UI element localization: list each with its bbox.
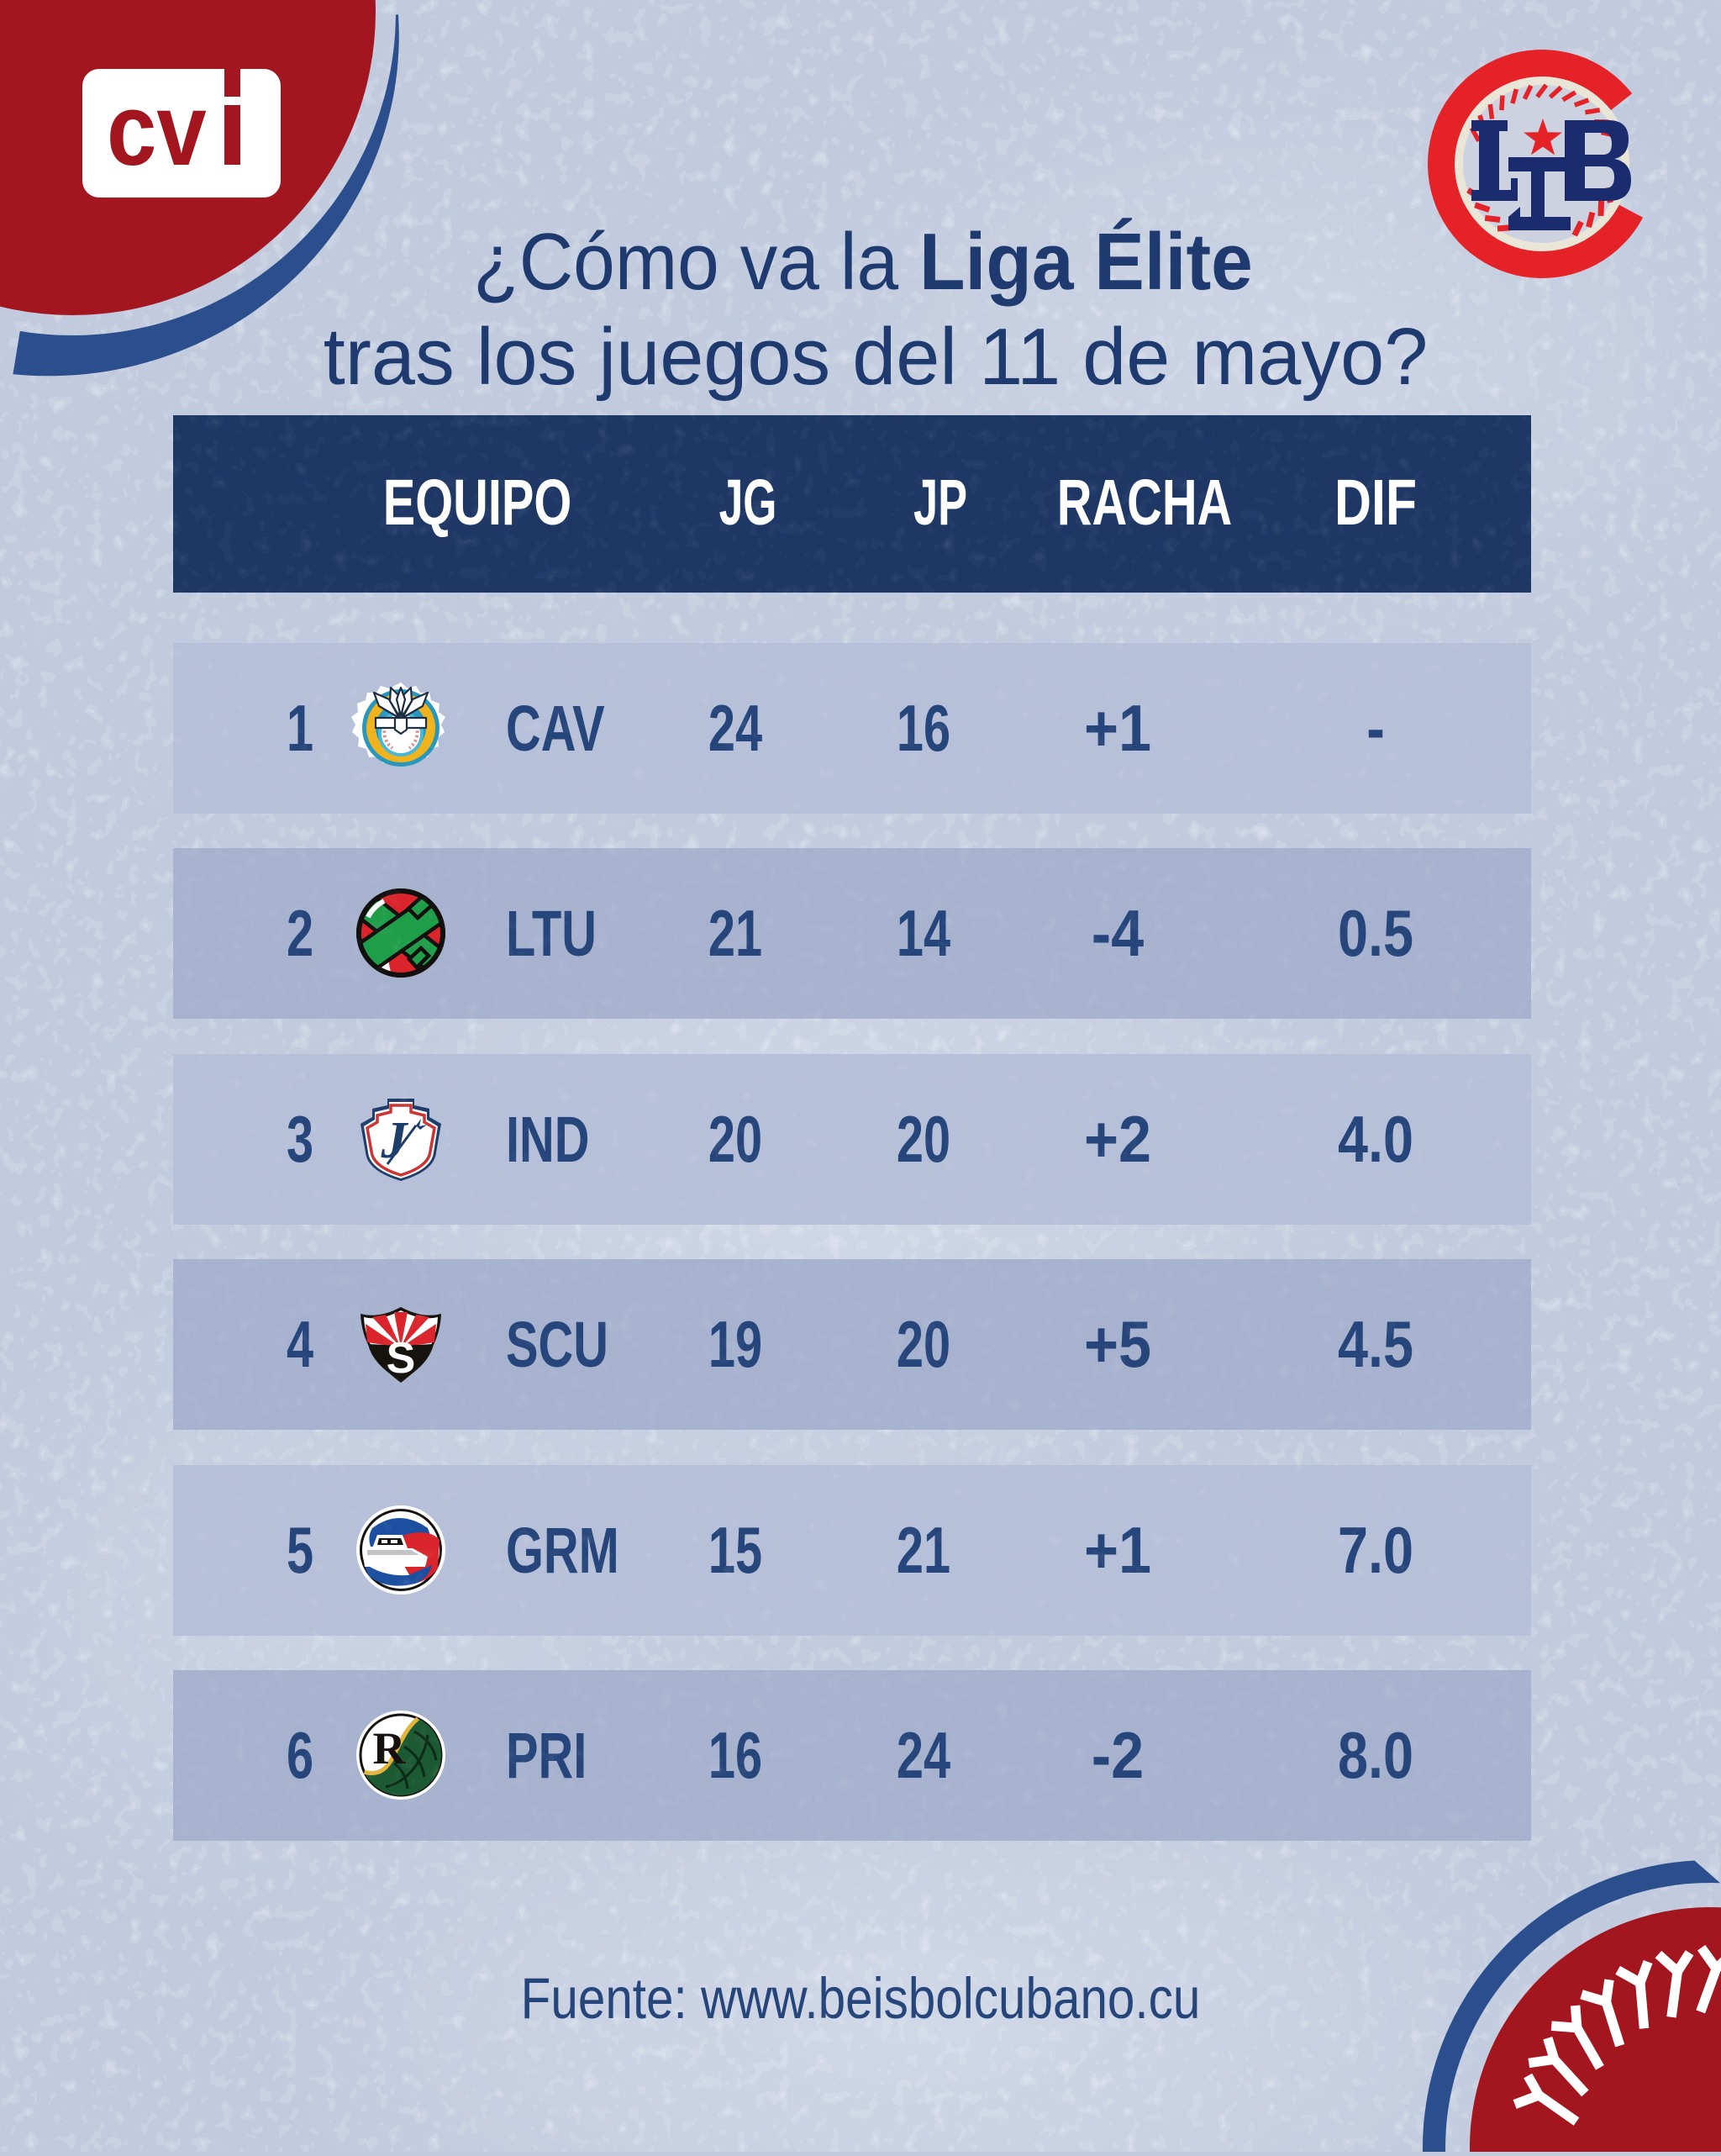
svg-text:¿Cómo va la Liga Élite: ¿Cómo va la Liga Élite xyxy=(473,216,1253,307)
svg-text:Fuente: www.beisbolcubano.cu: Fuente: www.beisbolcubano.cu xyxy=(521,1965,1201,2031)
svg-text:tras los juegos del 11 de mayo: tras los juegos del 11 de mayo? xyxy=(324,312,1429,402)
svg-text:cv: cv xyxy=(107,72,207,187)
